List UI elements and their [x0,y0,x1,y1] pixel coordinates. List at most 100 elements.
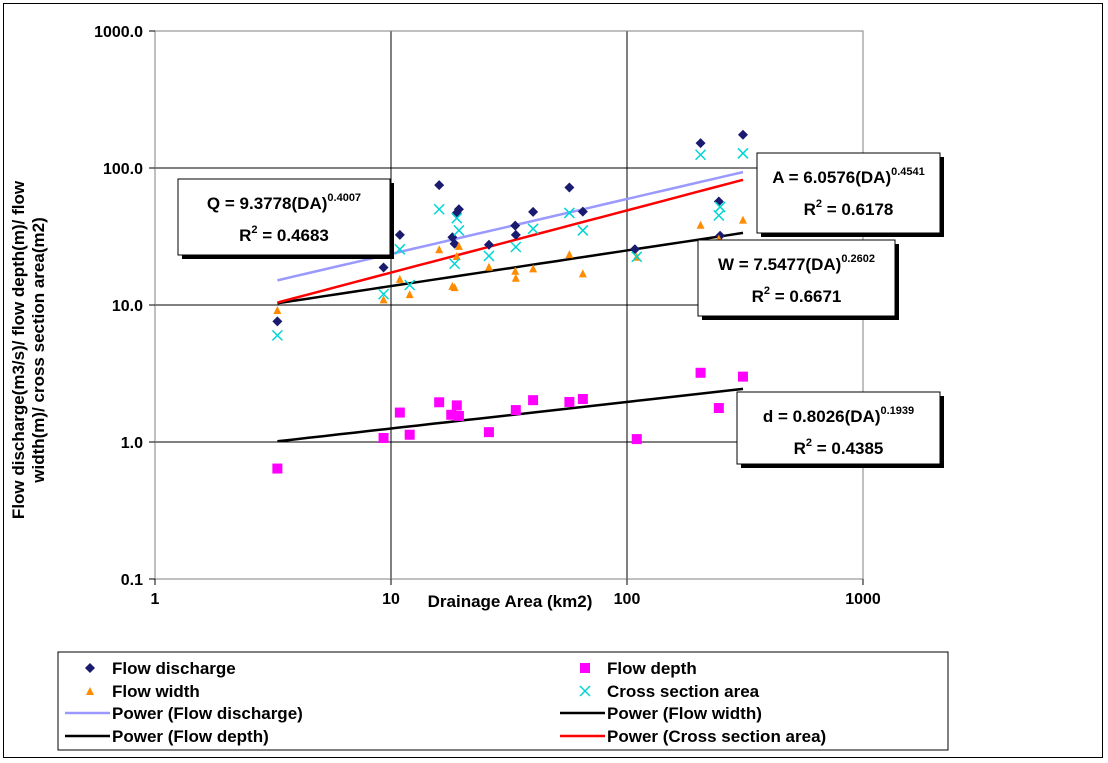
fit-line-power-flow-width [277,231,744,305]
point-flow-discharge [510,229,521,240]
annotation-box [697,239,896,317]
point-flow-width [511,266,520,275]
point-flow-discharge [629,244,640,255]
legend-marker [85,663,95,673]
fit-line-power-flow-depth [277,387,744,443]
point-flow-discharge [564,182,575,193]
point-flow-depth [394,407,405,418]
point-cross-section-area [527,223,539,235]
point-flow-depth [378,432,389,443]
point-flow-discharge [394,229,405,240]
point-cross-section-area [737,147,749,159]
axis-layer: 1 10 100 1000 0.1 1.0 10.0 100.0 1000.0 [94,24,881,608]
point-flow-discharge [453,204,464,215]
point-flow-depth [737,371,748,382]
legend-item-power-flow-discharge: Power (Flow discharge) [65,704,303,723]
annotation-w: W = 7.5477(DA)0.2602 R2 = 0.6671 [697,239,899,320]
legend-item-flow-discharge: Flow discharge [85,659,236,678]
annotation-equation: W = 7.5477(DA)0.2602 [718,253,875,274]
point-cross-section-area [577,224,589,236]
point-flow-discharge [737,129,748,140]
x-tick-label: 1000 [845,591,881,608]
annotation-d: d = 0.8026(DA)0.1939 R2 = 0.4385 [736,391,944,468]
fit-line-power-flow-discharge [277,170,744,282]
point-flow-depth [510,405,521,416]
legend-label: Power (Flow depth) [112,727,269,746]
legend-label: Power (Flow discharge) [112,704,303,723]
x-axis-title: Drainage Area (km2) [428,592,593,611]
point-layer [271,129,749,474]
annotation-r2: R2 = 0.6178 [804,198,894,219]
fit-layer [277,170,744,443]
point-cross-section-area [714,201,726,213]
y-axis-title-line-2: width(m)/ cross section area(m2) [29,217,48,483]
annotation-a: A = 6.0576(DA)0.4541 R2 = 0.6178 [756,152,944,237]
x-tick-label: 10 [382,591,400,608]
point-cross-section-area [510,241,522,253]
point-cross-section-area [404,279,416,291]
point-cross-section-area [483,250,495,262]
legend-item-cross-section-area: Cross section area [579,682,760,701]
point-flow-discharge [483,239,494,250]
legend-label: Power (Flow width) [607,704,762,723]
point-cross-section-area [433,203,445,215]
legend-item-power-flow-depth: Power (Flow depth) [65,727,269,746]
legend-layer: Flow discharge Flow depth Flow width Cross … [57,651,949,751]
annotation-box [736,391,941,465]
point-flow-depth [434,397,445,408]
legend-marker [579,685,591,697]
x-tick-label: 100 [614,591,641,608]
annotation-box [756,152,941,234]
point-flow-discharge [510,220,521,231]
point-flow-depth [404,429,415,440]
point-cross-section-area [378,288,390,300]
legend-item-flow-width: Flow width [86,682,200,701]
point-cross-section-area [453,224,465,236]
point-flow-depth [483,427,494,438]
point-flow-discharge [528,206,539,217]
point-flow-discharge [378,262,389,273]
point-cross-section-area [451,212,463,224]
legend-label: Flow width [112,682,200,701]
point-flow-depth [272,463,283,474]
annotation-r2: R2 = 0.6671 [752,285,842,306]
x-tick-label: 1 [151,591,160,608]
point-flow-width [565,250,574,259]
point-flow-depth [453,410,464,421]
point-flow-width [395,274,404,283]
y-tick-label: 10.0 [112,298,143,315]
point-flow-discharge [434,180,445,191]
point-flow-depth [451,400,462,411]
point-flow-discharge [695,138,706,149]
point-flow-depth [631,434,642,445]
point-cross-section-area [394,243,406,255]
legend-item-flow-depth: Flow depth [580,659,697,678]
point-flow-width [529,264,538,273]
point-flow-depth [446,409,457,420]
annotation-box [177,178,391,256]
point-flow-width [738,215,747,224]
chart-frame [3,3,1103,758]
point-flow-depth [695,367,706,378]
legend-label: Cross section area [607,682,760,701]
point-cross-section-area [563,207,575,219]
annotation-equation: Q = 9.3778(DA)0.4007 [207,192,361,213]
annotation-equation: d = 0.8026(DA)0.1939 [763,405,914,426]
y-axis-title-line-1: Flow discharge(m3/s)/ flow depth(m)/ flo… [9,180,28,519]
point-flow-width [405,290,414,299]
point-flow-width [511,273,520,282]
point-cross-section-area [695,149,707,161]
legend-label: Flow depth [607,659,697,678]
legend-item-power-flow-width: Power (Flow width) [560,704,762,723]
y-tick-label: 100.0 [103,161,143,178]
point-flow-width [379,295,388,304]
y-tick-label: 1.0 [121,435,143,452]
point-flow-discharge [272,316,283,327]
point-flow-width [450,283,459,292]
legend-marker [86,687,94,695]
point-flow-width [484,262,493,271]
point-flow-width [696,220,705,229]
legend-marker [580,663,590,673]
point-cross-section-area [449,258,461,270]
